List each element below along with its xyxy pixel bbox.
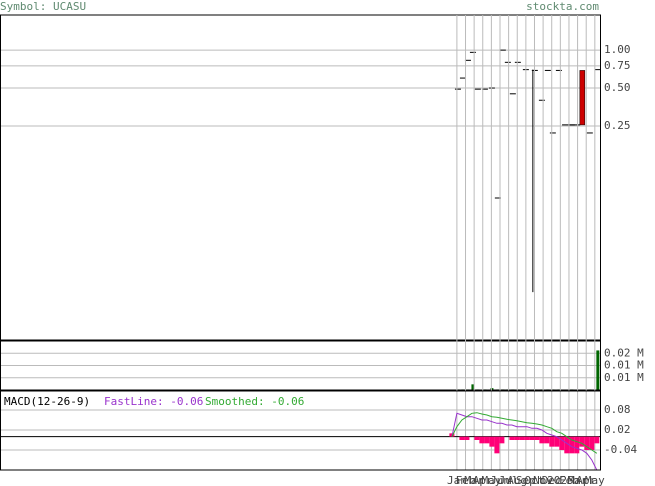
- x-tick-label: Mar: [464, 474, 484, 486]
- macd-bar: [539, 436, 545, 444]
- macd-bar: [549, 436, 555, 447]
- x-tick-label: Apr: [473, 474, 493, 486]
- x-tick-label: Feb: [559, 474, 579, 486]
- volume-bar: [471, 384, 475, 390]
- x-tick-label: Jul: [499, 474, 519, 486]
- y-tick-label: 0.25: [604, 119, 631, 132]
- x-tick-label: Sep: [516, 474, 536, 486]
- macd-bar: [569, 436, 575, 454]
- x-tick-label: 2025: [547, 474, 574, 486]
- macd-bar: [509, 436, 515, 440]
- macd-bar: [459, 436, 465, 440]
- macd-bar: [474, 436, 480, 440]
- macd-bar: [514, 436, 520, 440]
- panel-border: [0, 340, 601, 391]
- x-tick-label: Aug: [507, 474, 527, 486]
- macd-line: [451, 412, 598, 471]
- x-tick-label: May: [481, 474, 501, 486]
- x-tick-label: Oct: [525, 474, 545, 486]
- macd-bar: [494, 436, 500, 454]
- y-tick-label: -0.04: [604, 443, 637, 456]
- macd-bar: [594, 436, 600, 444]
- y-tick-label: 0.50: [604, 81, 631, 94]
- x-tick-label: May: [585, 474, 605, 486]
- x-tick-label: Mar: [568, 474, 588, 486]
- candle: [579, 70, 586, 126]
- macd-bar: [544, 436, 550, 444]
- y-tick-label: 0.01 M: [604, 359, 644, 372]
- macd-line: [451, 412, 598, 454]
- macd-bar: [519, 436, 525, 440]
- x-tick-label: Feb: [456, 474, 476, 486]
- source: stockta.com: [526, 0, 599, 13]
- y-tick-label: 0.01 M: [604, 371, 644, 384]
- y-tick-label: 0.02 M: [604, 346, 644, 359]
- volume-bar: [596, 350, 600, 390]
- volume-bar: [490, 388, 494, 390]
- x-tick-label: Apr: [576, 474, 596, 486]
- macd-bar: [574, 436, 580, 454]
- macd-bar: [524, 436, 530, 440]
- macd-bar: [534, 436, 540, 440]
- macd-bar: [554, 436, 560, 447]
- macd-bar: [584, 436, 590, 450]
- macd-bar: [479, 436, 485, 444]
- x-tick-label: Jan: [447, 474, 467, 486]
- x-tick-label: Jun: [490, 474, 510, 486]
- panel-border: [0, 390, 601, 471]
- x-tick-label: Dec: [542, 474, 562, 486]
- macd-bar: [499, 436, 505, 444]
- macd-bar: [464, 436, 470, 440]
- macd-bar: [489, 436, 495, 447]
- y-tick-label: 0.75: [604, 59, 631, 72]
- macd-bar: [529, 436, 535, 440]
- panel-border: [0, 14, 601, 341]
- macd-bar: [559, 436, 565, 450]
- legend-entry: Smoothed: -0.06: [205, 395, 304, 408]
- macd-title: MACD(12-26-9): [4, 395, 90, 408]
- macd-bar: [484, 436, 490, 444]
- macd-bar: [589, 436, 595, 450]
- y-tick-label: 0.02: [604, 423, 631, 436]
- y-tick-label: 0.08: [604, 403, 631, 416]
- y-tick-label: 1.00: [604, 43, 631, 56]
- macd-bar: [564, 436, 570, 454]
- symbol-title: Symbol: UCASU: [0, 0, 86, 13]
- legend-entry: FastLine: -0.06: [104, 395, 203, 408]
- x-tick-label: Nov: [533, 474, 553, 486]
- macd-bar: [579, 436, 585, 447]
